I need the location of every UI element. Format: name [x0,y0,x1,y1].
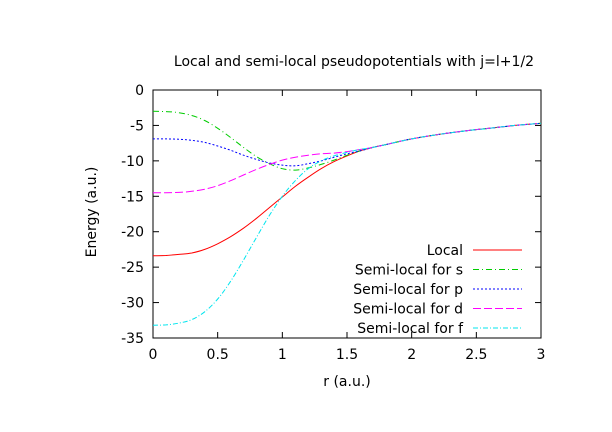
x-tick-label: 1.5 [336,347,358,363]
plot-frame [152,89,542,339]
y-tick-label: -35 [121,331,144,347]
y-tick-label: 0 [135,83,144,99]
series-line-3 [152,122,542,167]
y-tick-label: -15 [121,189,144,205]
legend-label-4: Semi-local for d [353,302,463,318]
y-tick-label: -10 [121,154,144,170]
x-tick-label: 2.5 [465,347,487,363]
series-line-4 [152,122,542,194]
plot-area: 0 0.5 1 1.5 2 2.5 3 0 -5 -10 -15 -20 -25 -30 -35 Local S… [121,83,545,363]
x-tick-label: 3 [537,347,546,363]
y-tick-label: -5 [130,118,144,134]
x-tick-label: 0.5 [207,347,229,363]
y-tick-label: -30 [121,296,144,312]
x-tick-label: 1 [278,347,287,363]
legend-label-5: Semi-local for f [357,321,464,337]
series-line-2 [152,110,542,171]
x-tick-label: 0 [149,347,158,363]
legend-label-2: Semi-local for s [355,263,463,279]
y-axis-label: Energy (a.u.) [84,167,100,258]
x-tick-label: 2 [407,347,416,363]
series-line-5 [152,122,542,326]
y-tick-label: -20 [121,225,144,241]
series-line-1 [152,122,542,257]
legend-label-1: Local [427,243,463,259]
legend-label-3: Semi-local for p [353,282,463,298]
x-axis-label: r (a.u.) [323,374,370,390]
chart-title: Local and semi-local pseudopotentials wi… [174,54,534,70]
y-tick-label: -25 [121,260,144,276]
